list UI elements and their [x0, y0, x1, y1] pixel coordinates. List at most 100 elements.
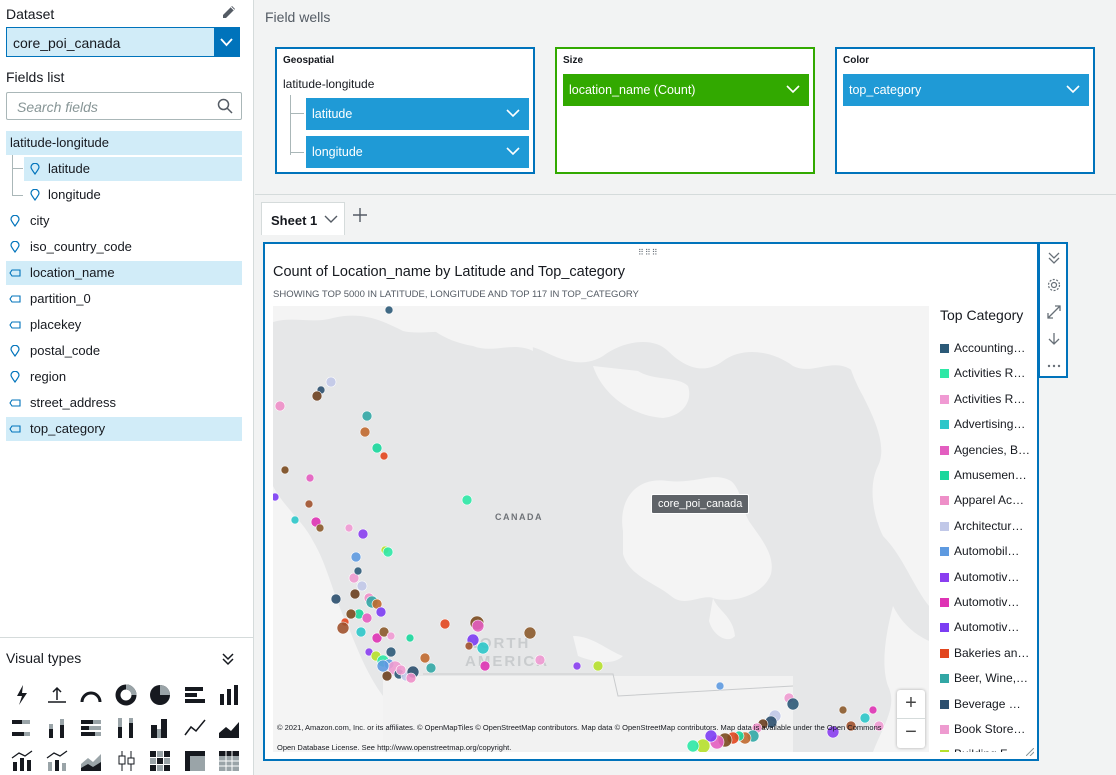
longitude-pill[interactable]: longitude [306, 136, 529, 168]
legend-item[interactable]: Apparel Ac… [940, 492, 1036, 508]
geospatial-well[interactable]: Geospatial latitude-longitude latitude l… [275, 47, 535, 174]
map-data-point[interactable] [704, 729, 718, 743]
line-icon[interactable] [182, 715, 208, 741]
map-data-point[interactable] [361, 612, 373, 624]
map-data-point[interactable] [592, 660, 604, 672]
map-data-point[interactable] [715, 681, 725, 691]
field-iso-country-code[interactable]: iso_country_code [6, 235, 242, 259]
field-region[interactable]: region [6, 365, 242, 389]
legend-item[interactable]: Beverage … [940, 696, 1036, 712]
map-data-point[interactable] [425, 662, 437, 674]
box-plot-icon[interactable] [113, 748, 139, 774]
geospatial-visual[interactable]: ⠿⠿⠿ Count of Location_name by Latitude a… [263, 242, 1039, 761]
search-fields-input[interactable]: Search fields [6, 92, 242, 120]
legend-item[interactable]: Bakeries an… [940, 645, 1036, 661]
legend-item[interactable]: Automobil… [940, 543, 1036, 559]
map-data-point[interactable] [405, 672, 417, 684]
map-data-point[interactable] [274, 400, 286, 412]
map-data-point[interactable] [464, 641, 474, 651]
map-data-point[interactable] [305, 473, 315, 483]
map-data-point[interactable] [419, 652, 431, 664]
pie-icon[interactable] [147, 682, 173, 708]
legend-item[interactable]: Accounting… [940, 340, 1036, 356]
map-data-point[interactable] [405, 633, 415, 643]
map-data-point[interactable] [859, 712, 871, 724]
autograph-icon[interactable] [9, 682, 35, 708]
legend-item[interactable]: Advertising… [940, 416, 1036, 432]
kpi-icon[interactable] [44, 682, 70, 708]
collapse-chevron-icon[interactable] [1046, 250, 1062, 266]
map-data-point[interactable] [280, 465, 290, 475]
map-data-point[interactable] [461, 494, 473, 506]
legend-item[interactable]: Automotiv… [940, 569, 1036, 585]
map-data-point[interactable] [315, 523, 325, 533]
legend-item[interactable]: Architectur… [940, 518, 1036, 534]
heat-map-icon[interactable] [147, 748, 173, 774]
map-data-point[interactable] [361, 410, 373, 422]
dataset-dropdown-button[interactable] [214, 28, 239, 56]
map-data-point[interactable] [873, 720, 885, 732]
map-data-point[interactable] [826, 725, 840, 739]
map-data-point[interactable] [371, 442, 383, 454]
map-data-point[interactable] [786, 697, 800, 711]
stacked-horizontal-bar-icon[interactable] [9, 715, 35, 741]
field-latitude-longitude[interactable]: latitude-longitude [6, 131, 242, 155]
map-data-point[interactable] [375, 606, 387, 618]
map-data-point[interactable] [386, 631, 396, 641]
map-data-point[interactable] [381, 670, 393, 682]
map-data-point[interactable] [379, 451, 389, 461]
map[interactable]: CANADA NORTH AMERICA core_poi_canada © 2… [273, 306, 929, 752]
horizontal-bar-icon[interactable] [182, 682, 208, 708]
field-latitude[interactable]: latitude [24, 157, 242, 181]
latitude-pill[interactable]: latitude [306, 98, 529, 130]
legend-item[interactable]: Agencies, B… [940, 442, 1036, 458]
legend-item[interactable]: Activities R… [940, 365, 1036, 381]
map-data-point[interactable] [336, 621, 350, 635]
table-icon[interactable] [216, 748, 242, 774]
resize-handle-icon[interactable] [1026, 748, 1034, 756]
map-data-point[interactable] [376, 659, 390, 673]
map-data-point[interactable] [371, 632, 383, 644]
legend-item[interactable]: Automotiv… [940, 619, 1036, 635]
map-data-point[interactable] [382, 546, 394, 558]
drag-handle-icon[interactable]: ⠿⠿⠿ [638, 248, 659, 257]
map-data-point[interactable] [479, 660, 491, 672]
map-data-point[interactable] [845, 720, 857, 732]
combo-stacked-icon[interactable] [44, 748, 70, 774]
map-data-point[interactable] [471, 619, 485, 633]
map-data-point[interactable] [349, 588, 361, 600]
map-data-point[interactable] [395, 664, 407, 676]
field-city[interactable]: city [6, 209, 242, 233]
stacked-vertical-100-icon[interactable] [113, 715, 139, 741]
map-data-point[interactable] [330, 593, 342, 605]
pivot-icon[interactable] [182, 748, 208, 774]
field-longitude[interactable]: longitude [24, 183, 242, 207]
map-data-point[interactable] [304, 499, 314, 509]
legend-item[interactable]: Amusemen… [940, 467, 1036, 483]
stacked-horizontal-100-icon[interactable] [78, 715, 104, 741]
field-street-address[interactable]: street_address [6, 391, 242, 415]
combo-line-icon[interactable] [9, 748, 35, 774]
map-data-point[interactable] [534, 654, 546, 666]
map-data-point[interactable] [686, 739, 700, 752]
map-data-point[interactable] [384, 306, 394, 315]
stacked-area-icon[interactable] [78, 748, 104, 774]
map-data-point[interactable] [838, 705, 848, 715]
legend-item[interactable]: Activities R… [940, 391, 1036, 407]
clustered-combo-icon[interactable] [147, 715, 173, 741]
map-data-point[interactable] [868, 705, 878, 715]
area-icon[interactable] [216, 715, 242, 741]
donut-icon[interactable] [113, 682, 139, 708]
map-data-point[interactable] [348, 572, 360, 584]
map-data-point[interactable] [355, 626, 367, 638]
double-chevron-down-icon[interactable] [220, 651, 236, 667]
field-top-category[interactable]: top_category [6, 417, 242, 441]
map-data-point[interactable] [290, 515, 300, 525]
tab-sheet-1[interactable]: Sheet 1 [261, 202, 345, 235]
gear-icon[interactable] [1046, 277, 1062, 293]
field-partition-0[interactable]: partition_0 [6, 287, 242, 311]
map-data-point[interactable] [353, 566, 363, 576]
legend-item[interactable]: Book Store… [940, 721, 1036, 737]
vertical-bar-icon[interactable] [216, 682, 242, 708]
legend-item[interactable]: Building F… [940, 746, 1036, 752]
